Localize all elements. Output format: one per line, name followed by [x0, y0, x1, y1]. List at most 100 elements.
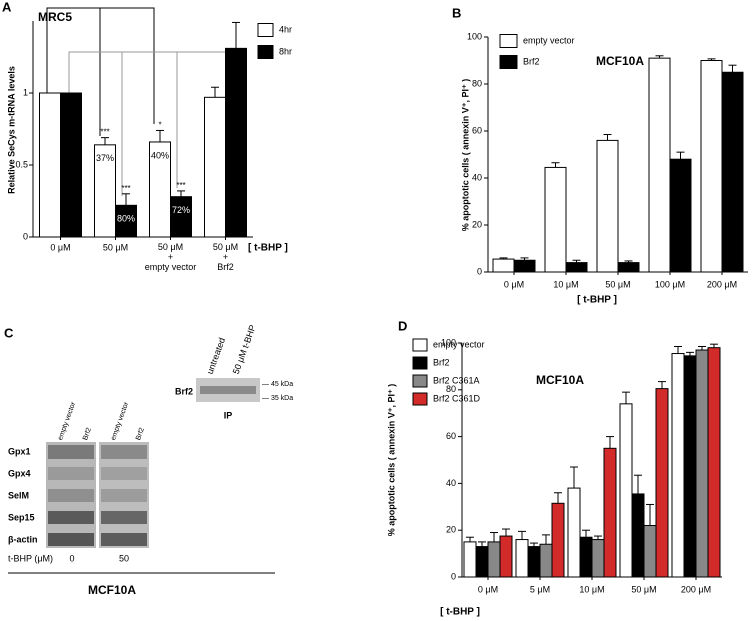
bar — [700, 60, 723, 273]
row-label: Gpx4 — [8, 468, 31, 478]
legend-swatch — [412, 374, 428, 388]
legend-label: Brf2 C361A — [433, 375, 480, 385]
bar — [527, 546, 541, 578]
treatment-label: t-BHP (μM) — [8, 553, 53, 563]
bar-label: 80% — [117, 214, 135, 224]
bar — [707, 347, 721, 578]
bracket — [46, 7, 155, 136]
y-tick-label: 80 — [472, 78, 482, 88]
chart-title: MRC5 — [38, 10, 72, 24]
treatment: 0 — [69, 553, 74, 563]
bar-label: 72% — [172, 205, 190, 215]
row-label: SelM — [8, 490, 29, 500]
y-tick-label: 20 — [472, 219, 482, 229]
panel-label: D — [398, 318, 407, 333]
bar — [596, 139, 619, 273]
legend-swatch — [412, 338, 428, 352]
bar — [671, 353, 685, 578]
significance: * — [158, 121, 161, 130]
legend-swatch — [257, 45, 274, 59]
bar — [669, 158, 692, 273]
panel-label: A — [2, 0, 12, 14]
bar — [513, 259, 536, 273]
row-label: Gpx1 — [8, 446, 31, 456]
y-tick-label: 0.5 — [15, 159, 28, 169]
bar — [60, 92, 82, 238]
x-tick-label: 0 μM — [504, 279, 524, 289]
bar — [225, 47, 247, 238]
legend-swatch — [412, 392, 428, 406]
bar — [721, 71, 744, 273]
legend-swatch — [412, 356, 428, 370]
bar — [683, 355, 697, 578]
panel-label: C — [4, 325, 14, 340]
y-tick-label: 0 — [23, 231, 28, 241]
x-tick-label: 50 μM — [605, 279, 630, 289]
y-axis-label: % apoptotic cells ( annexin V⁺, PI⁺ ) — [386, 384, 396, 537]
bar — [487, 541, 501, 578]
significance: *** — [121, 184, 130, 193]
legend-swatch — [257, 23, 274, 37]
y-tick-label: 40 — [446, 478, 456, 488]
column-label: Brf2 — [135, 427, 146, 442]
bar — [515, 539, 529, 578]
x-axis-label: [ t-BHP ] — [248, 243, 288, 254]
significance: *** — [100, 128, 109, 137]
bar — [170, 196, 192, 238]
row-label: Sep15 — [8, 512, 35, 522]
x-tick-label: 10 μM — [579, 584, 604, 594]
bar — [565, 262, 588, 273]
legend-label: 4hr — [279, 24, 292, 34]
y-tick-label: 0 — [477, 266, 482, 276]
bar — [463, 541, 477, 578]
bar — [539, 543, 553, 578]
y-tick-label: 40 — [472, 172, 482, 182]
x-tick-label: 0 μM — [50, 242, 70, 252]
legend-label: Brf2 — [433, 357, 450, 367]
chart-title: MCF10A — [596, 54, 644, 68]
y-tick-label: 80 — [446, 384, 456, 394]
bar — [617, 262, 640, 273]
legend-label: Brf2 C361D — [433, 393, 481, 403]
significance: *** — [176, 181, 185, 190]
bar — [655, 388, 669, 578]
y-tick-label: 60 — [446, 431, 456, 441]
bar — [648, 57, 671, 273]
cell-line: MCF10A — [88, 583, 136, 597]
x-tick-label: 100 μM — [655, 279, 685, 289]
bar — [695, 349, 709, 578]
bar — [551, 502, 565, 578]
bar-label: 40% — [151, 150, 169, 160]
row-label: β-actin — [8, 534, 38, 544]
bar-label: 37% — [96, 153, 114, 163]
x-tick-label: 10 μM — [553, 279, 578, 289]
x-tick-label: 5 μM — [530, 584, 550, 594]
x-tick-label: 200 μM — [707, 279, 737, 289]
blot — [8, 378, 275, 574]
legend-swatch — [499, 55, 518, 69]
x-tick-label: 50 μM — [631, 584, 656, 594]
y-axis-label: % apoptotic cells ( annexin V⁺, PI⁺ ) — [460, 79, 470, 232]
bar — [619, 403, 633, 578]
bar — [492, 258, 515, 273]
bar — [39, 92, 61, 238]
y-tick-label: 0 — [451, 571, 456, 581]
y-tick-label: 60 — [472, 125, 482, 135]
legend-label: Brf2 — [523, 56, 540, 66]
x-tick-label: 50 μM + empty vector — [145, 242, 197, 272]
ip-label: IP — [224, 410, 233, 420]
bar — [567, 487, 581, 578]
column-label: empty vector — [57, 401, 78, 442]
bar — [499, 535, 513, 578]
y-tick-label: 100 — [441, 337, 456, 347]
chart-title: MCF10A — [536, 373, 584, 387]
x-axis-label: [ t-BHP ] — [577, 295, 617, 306]
bar — [544, 166, 567, 273]
column-label: empty vector — [110, 401, 131, 442]
bar — [643, 525, 657, 578]
x-tick-label: 0 μM — [478, 584, 498, 594]
x-tick-label: 200 μM — [681, 584, 711, 594]
bar — [475, 546, 489, 578]
ip-column: 50 μM t-BHP — [231, 323, 258, 375]
